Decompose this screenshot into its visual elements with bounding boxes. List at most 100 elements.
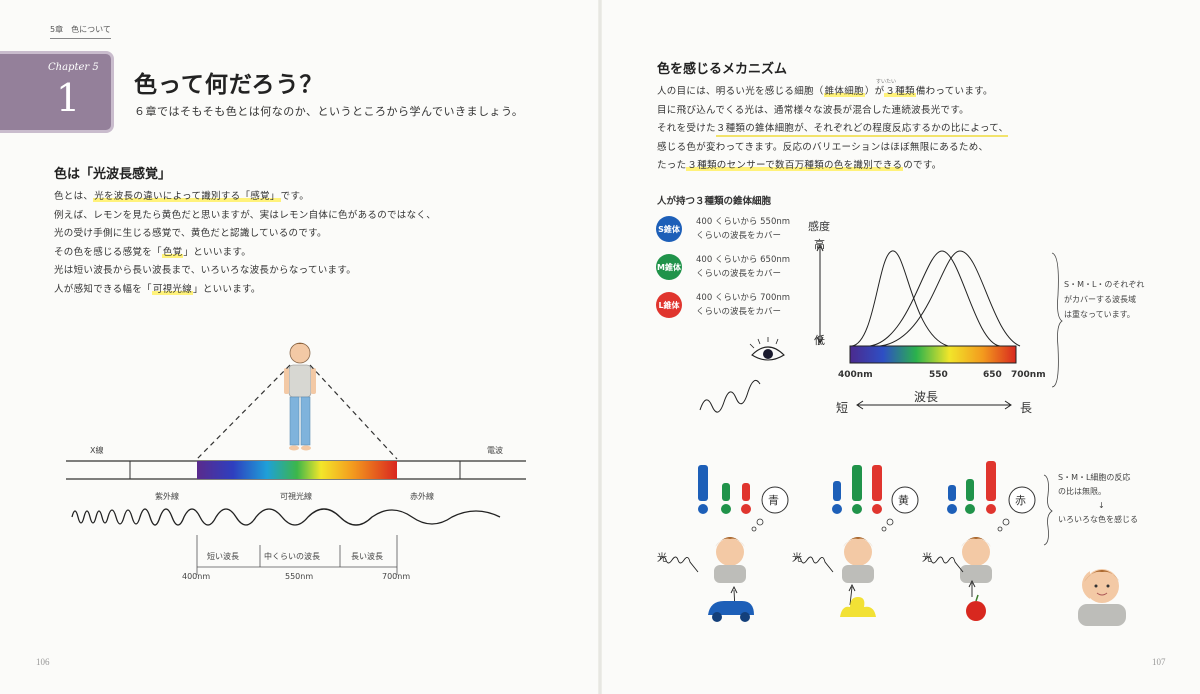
page-number-left: 106 bbox=[36, 657, 50, 667]
red-apple bbox=[966, 601, 986, 621]
y-label-high: 高 bbox=[814, 238, 825, 251]
light-squiggle bbox=[699, 379, 761, 413]
text-span: 」といいます。 bbox=[183, 246, 252, 258]
graph-spectrum-bar bbox=[849, 345, 1017, 364]
mid-wavelength-label: 中くらいの波長 bbox=[264, 552, 320, 561]
perception-scenes bbox=[659, 461, 1090, 622]
y-axis-arrow-up bbox=[816, 243, 824, 252]
text-span: 光は短い波長から長い波長まで、いろいろな波長からなっています。 bbox=[54, 265, 356, 277]
note-line: いろいろな色を感じる bbox=[1058, 515, 1138, 524]
visible-spectrum-bar bbox=[197, 461, 397, 479]
text-span: 人が感知できる幅を「 bbox=[54, 283, 152, 295]
text-span: 備わっています。 bbox=[915, 86, 993, 97]
axis-wavelength-label: 波長 bbox=[914, 390, 939, 404]
l-dot bbox=[986, 504, 996, 514]
note-line: の比は無限。 bbox=[1058, 487, 1106, 496]
visible-label: 可視光線 bbox=[280, 492, 312, 501]
highlight-text: ３種類のセンサーで数百万種類の色を識別できる bbox=[686, 160, 904, 172]
underline-text: ３種類の錐体細胞が、それぞれどの程度反応するかの比によって、 bbox=[715, 123, 1009, 138]
wavelength-wave bbox=[71, 508, 501, 526]
paragraph-line: 人の目には、明るい光を感じる細胞（錐体細胞）が３種類備わっています。 bbox=[657, 83, 1077, 102]
paragraph-line: 光は短い波長から長い波長まで、いろいろな波長からなっています。 bbox=[54, 262, 474, 281]
paragraph-line: 光の受け手側に生じる感覚で、黄色だと認識しているのです。 bbox=[54, 225, 474, 244]
shirt bbox=[714, 565, 746, 583]
note-brace bbox=[1043, 474, 1053, 546]
paragraph-line: 感じる色が変わってきます。反応のバリエーションはほぼ無限にあるため、 bbox=[657, 139, 1077, 158]
bubble-dot bbox=[756, 518, 764, 526]
face bbox=[844, 538, 872, 566]
l-dot bbox=[872, 504, 882, 514]
m-dot bbox=[721, 504, 731, 514]
text-span: 光の受け手側に生じる感覚で、黄色だと認識しているのです。 bbox=[54, 228, 327, 240]
bubble-blue: 青 bbox=[768, 494, 779, 507]
spectrum-diagram bbox=[66, 342, 526, 575]
hair bbox=[843, 537, 873, 547]
highlight-text: 可視光線 bbox=[151, 283, 194, 295]
short-wavelength-label: 短い波長 bbox=[207, 552, 239, 561]
text-span: のです。 bbox=[903, 160, 942, 172]
ruby-text: すいたい bbox=[876, 79, 897, 85]
m-bar bbox=[966, 479, 974, 501]
eye-illustration bbox=[749, 337, 785, 361]
light-wave bbox=[924, 556, 964, 573]
bubble-dot bbox=[1002, 518, 1010, 526]
graph-nm-650: 650 bbox=[983, 370, 1002, 380]
s-bar bbox=[948, 485, 956, 501]
bubble-dot bbox=[886, 518, 894, 526]
highlight-text: 錐体細胞 bbox=[823, 86, 865, 97]
axis-long-label: 長 bbox=[1020, 401, 1033, 415]
thought-bubble bbox=[891, 486, 919, 514]
face bbox=[716, 538, 744, 566]
bubble-dot bbox=[881, 526, 887, 532]
s-dot bbox=[947, 504, 957, 514]
paragraph-line: 目に飛び込んでくる光は、通常様々な波長が混合した連続波長光です。 bbox=[657, 102, 1077, 121]
sight-line bbox=[309, 364, 398, 460]
s-bar bbox=[833, 481, 841, 501]
m-bar bbox=[852, 465, 862, 501]
blue-car bbox=[708, 601, 754, 615]
s-dot bbox=[832, 504, 842, 514]
paragraph-line: それを受けた３種類の錐体細胞が、それぞれどの程度反応するかの比によって、 bbox=[657, 120, 1077, 139]
thought-bubble bbox=[761, 486, 789, 514]
reaction-note: S・M・L細胞の反応 の比は無限。 ↓ いろいろな色を感じる bbox=[1058, 471, 1138, 527]
arrow-head-right bbox=[1004, 400, 1012, 410]
light-label: 光 bbox=[792, 553, 802, 564]
nm-550-label: 550nm bbox=[285, 572, 314, 581]
text-span: 」といいます。 bbox=[193, 283, 261, 295]
text-span: それを受けた bbox=[657, 123, 716, 135]
highlight-text: 色覚 bbox=[161, 246, 184, 258]
sight-line bbox=[196, 364, 291, 460]
l-cone-curve bbox=[879, 250, 1021, 347]
highlight-text: 光を波長の違いによって識別する「感覚」 bbox=[93, 191, 281, 202]
l-bar bbox=[986, 461, 996, 501]
left-body-text: 色とは、光を波長の違いによって識別する「感覚」です。 例えば、レモンを見たら黄色… bbox=[54, 188, 474, 300]
highlight-text: ３種類 bbox=[884, 86, 916, 97]
text-span: 色とは、 bbox=[54, 191, 94, 202]
text-span: 目に飛び込んでくる光は、通常様々な波長が混合した連続波長光です。 bbox=[657, 104, 969, 116]
xray-label: X線 bbox=[90, 446, 104, 455]
nm-700-label: 700nm bbox=[382, 572, 411, 581]
m-dot bbox=[965, 504, 975, 514]
paragraph-line: 例えば、レモンを見たら黄色だと思いますが、実はレモン自体に色があるのではなく、 bbox=[54, 207, 474, 226]
sensitivity-graph bbox=[699, 243, 1063, 413]
light-label: 光 bbox=[922, 553, 932, 564]
scene-red bbox=[924, 461, 1090, 621]
bubble-red: 赤 bbox=[1015, 494, 1026, 507]
m-bar bbox=[722, 483, 730, 501]
axis-short-label: 短 bbox=[836, 401, 849, 415]
l-bar bbox=[742, 483, 750, 501]
note-line: S・M・L・のそれぞれ bbox=[1064, 280, 1145, 289]
light-wave bbox=[659, 556, 699, 573]
cone-desc-line: 400 くらいから 550nm bbox=[696, 217, 791, 227]
chapter-badge bbox=[0, 51, 114, 133]
s-bar bbox=[698, 465, 708, 501]
overlap-note: S・M・L・のそれぞれ がカバーする波長域 は重なっています。 bbox=[1064, 277, 1144, 322]
text-span: その色を感じる感覚を「 bbox=[54, 246, 162, 258]
chapter-tag: 5章 色について bbox=[50, 24, 111, 39]
text-span: 人の目には、明るい光を感じる細胞（ bbox=[657, 86, 824, 97]
l-dot bbox=[741, 504, 751, 514]
arrow-head-left bbox=[856, 400, 864, 410]
note-arrow: ↓ bbox=[1098, 501, 1105, 510]
uv-label: 紫外線 bbox=[155, 492, 179, 501]
